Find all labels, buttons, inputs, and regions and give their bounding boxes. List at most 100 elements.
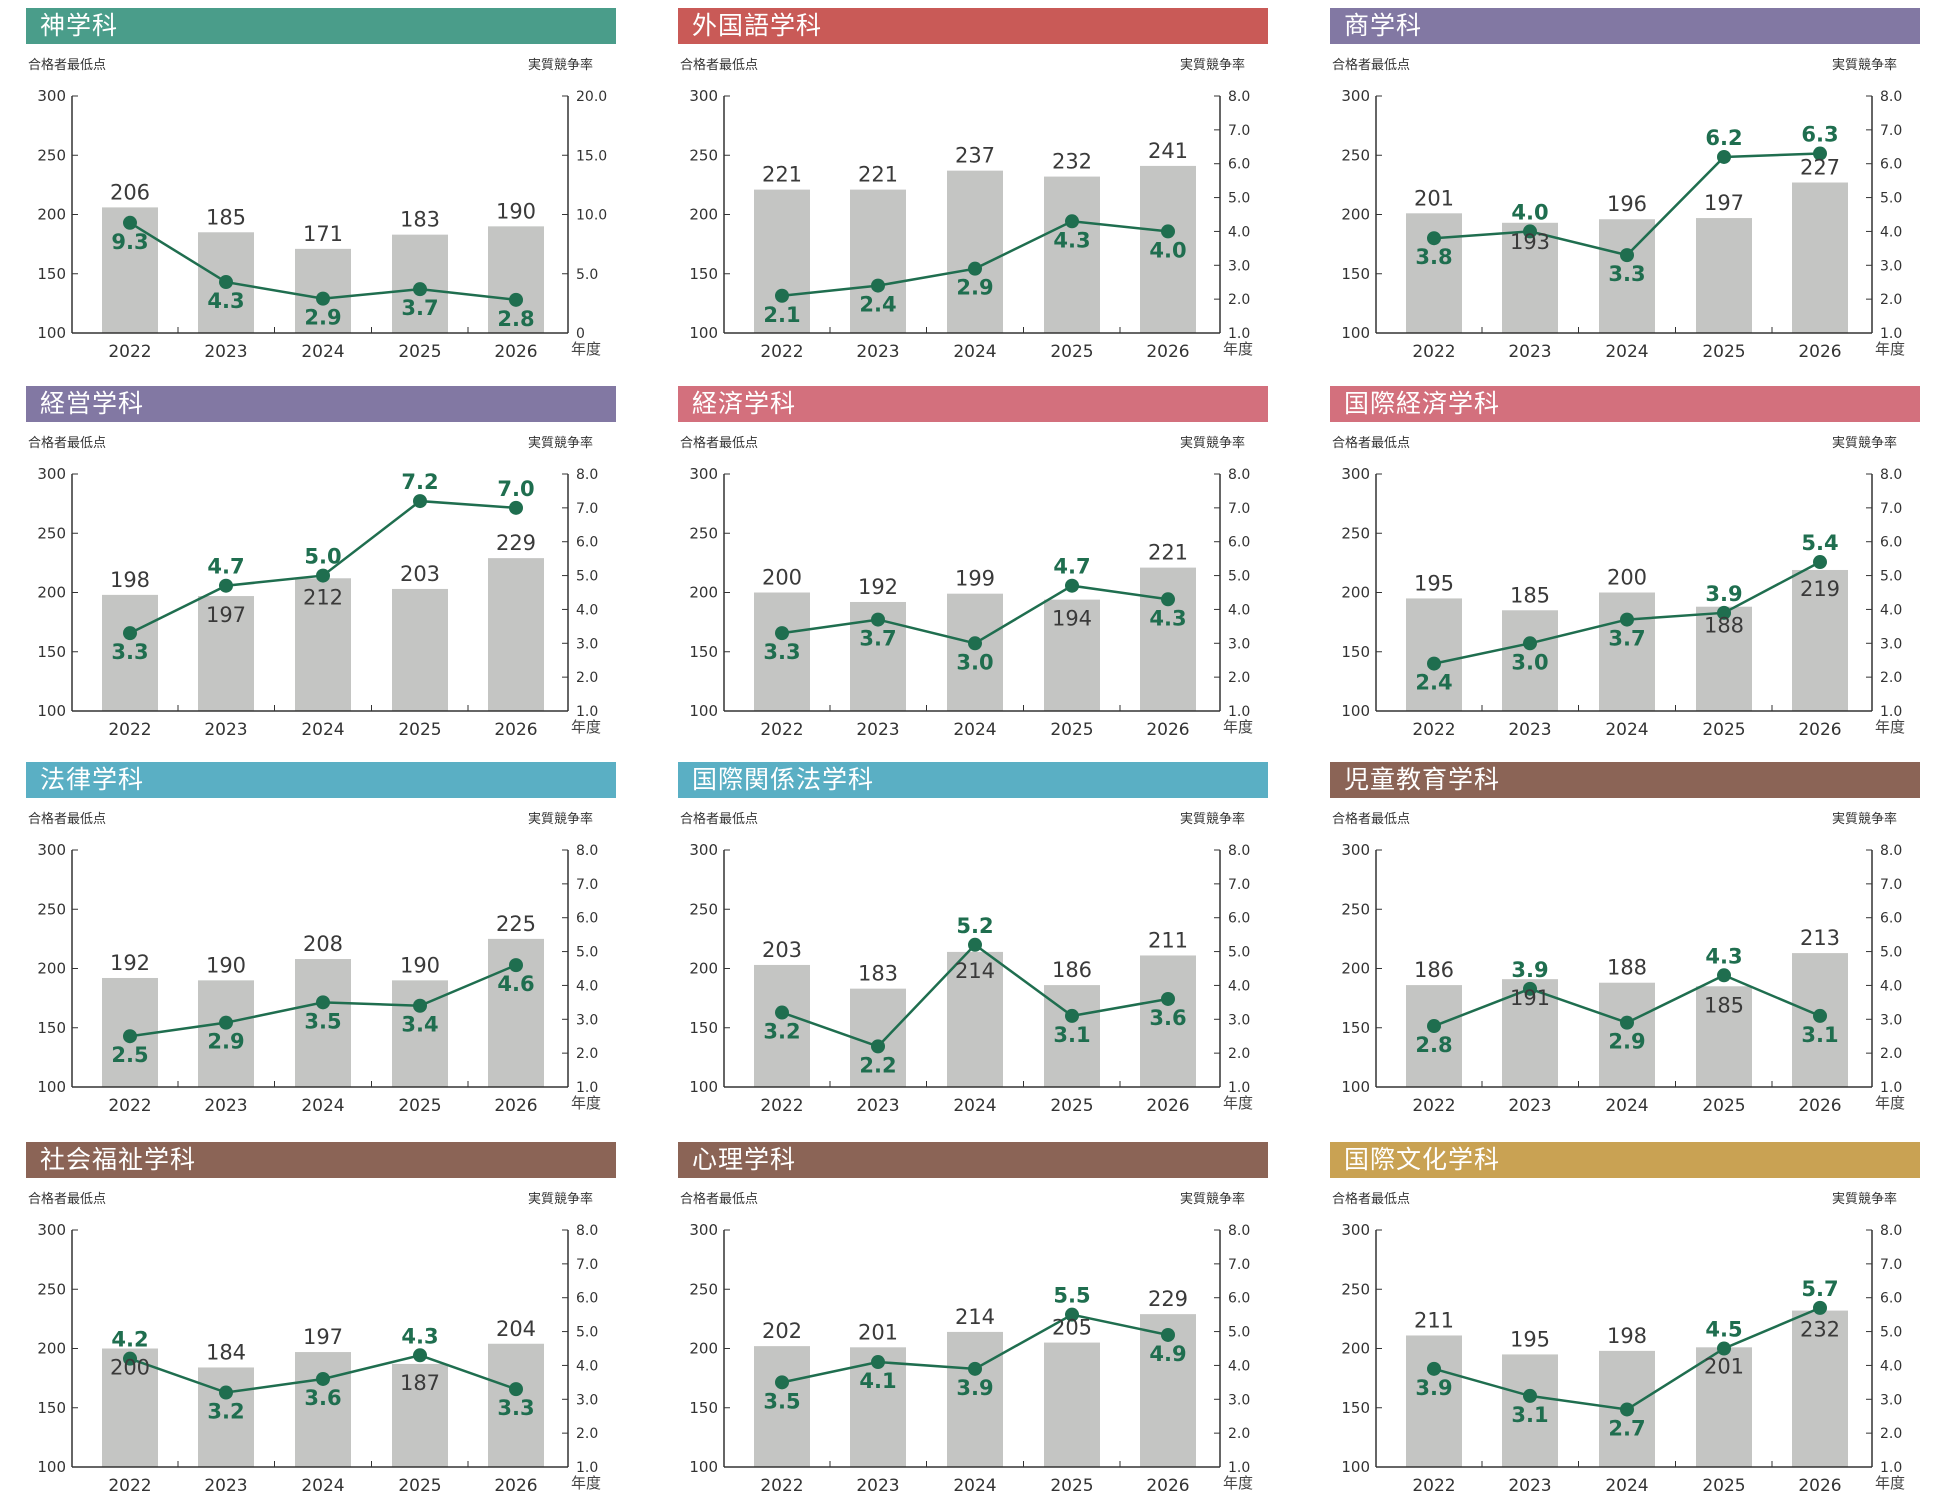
ratio-value-label: 4.7: [1053, 555, 1090, 579]
right-tick-label: 3.0: [576, 636, 598, 652]
bar-value-label: 190: [400, 953, 440, 977]
left-tick-label: 150: [37, 1019, 66, 1037]
left-tick-label: 100: [37, 1078, 66, 1096]
bar-value-label: 200: [762, 566, 802, 590]
bar-value-label: 188: [1607, 956, 1647, 980]
ratio-value-label: 3.8: [1415, 245, 1452, 269]
ratio-point: [1620, 1015, 1634, 1030]
right-tick-label: 7.0: [576, 877, 598, 893]
ratio-value-label: 3.0: [1511, 650, 1548, 674]
left-tick-label: 250: [1341, 900, 1370, 918]
x-tick-label: 2025: [398, 720, 441, 740]
ratio-value-label: 9.3: [111, 230, 148, 254]
chart-plot: 100 150 200 250 300 0 5.0 10.0 15.0 20.0 2022 2023 2…: [37, 87, 607, 362]
bar-value-label: 205: [1052, 1316, 1092, 1340]
chart-panel: 国際文化学科 合格者最低点 実質競争率 100 150 200 250 300 1.0 2.0 3.…: [1330, 1142, 1930, 1512]
right-tick-label: 1.0: [1228, 1080, 1250, 1096]
ratio-value-label: 4.3: [401, 1324, 438, 1348]
chart-title: 児童教育学科: [1344, 765, 1501, 794]
right-tick-label: 5.0: [1228, 945, 1250, 961]
bar-value-label: 186: [1052, 958, 1092, 982]
chart-panel: 法律学科 合格者最低点 実質競争率 100 150 200 250 300 1.0 2.0 3.0 4…: [26, 762, 626, 1132]
ratio-point: [1620, 248, 1634, 263]
bar-value-label: 214: [955, 959, 995, 983]
x-axis-unit: 年度: [1875, 1094, 1906, 1112]
ratio-point: [1065, 214, 1079, 229]
chart-panel: 神学科 合格者最低点 実質競争率 100 150 200 250 300 0 5.0 10.0 15.…: [26, 8, 626, 378]
right-tick-label: 4.0: [1228, 224, 1250, 240]
x-axis-unit: 年度: [571, 340, 602, 358]
ratio-value-label: 2.8: [1415, 1033, 1452, 1057]
bar: [1044, 1342, 1100, 1467]
left-tick-label: 300: [37, 87, 66, 105]
bar: [1696, 606, 1752, 711]
x-tick-label: 2026: [1146, 1096, 1189, 1116]
left-axis-label: 合格者最低点: [680, 812, 759, 827]
right-tick-label: 8.0: [576, 467, 598, 483]
right-tick-label: 8.0: [576, 843, 598, 859]
chart-panel: 経済学科 合格者最低点 実質競争率 100 150 200 250 300 1.0 2.0 3.0 4…: [678, 386, 1278, 756]
x-axis-unit: 年度: [1875, 1474, 1906, 1492]
right-tick-label: 8.0: [1880, 1223, 1902, 1239]
ratio-value-label: 3.1: [1053, 1023, 1090, 1047]
bar: [1140, 567, 1196, 711]
right-tick-label: 1.0: [1228, 704, 1250, 720]
x-tick-label: 2022: [1412, 342, 1455, 362]
bar: [1406, 985, 1462, 1087]
ratio-value-label: 4.0: [1511, 200, 1548, 224]
ratio-value-label: 6.2: [1705, 126, 1742, 150]
x-tick-label: 2025: [1702, 720, 1745, 740]
bar: [1502, 222, 1558, 333]
x-tick-label: 2022: [108, 1096, 151, 1116]
right-tick-label: 1.0: [1228, 1460, 1250, 1476]
left-tick-label: 100: [689, 1078, 718, 1096]
bar-value-label: 232: [1052, 150, 1092, 174]
right-tick-label: 3.0: [576, 1012, 598, 1028]
bar: [488, 226, 544, 333]
bar-value-label: 197: [1704, 191, 1744, 215]
right-axis-label: 実質競争率: [528, 1192, 594, 1207]
chart-title: 外国語学科: [692, 11, 823, 40]
left-axis-label: 合格者最低点: [680, 1192, 759, 1207]
right-tick-label: 4.0: [1880, 978, 1902, 994]
right-tick-label: 4.0: [1880, 224, 1902, 240]
x-tick-label: 2022: [760, 720, 803, 740]
right-tick-label: 3.0: [1880, 1392, 1902, 1408]
bar: [1140, 955, 1196, 1087]
x-tick-label: 2025: [1702, 342, 1745, 362]
bar: [947, 593, 1003, 711]
right-tick-label: 1.0: [1880, 1460, 1902, 1476]
left-tick-label: 200: [689, 1340, 718, 1358]
ratio-value-label: 7.2: [401, 470, 438, 494]
left-axis-label: 合格者最低点: [680, 436, 759, 451]
left-tick-label: 250: [37, 146, 66, 164]
ratio-value-label: 4.5: [1705, 1318, 1742, 1342]
x-tick-label: 2023: [1508, 720, 1551, 740]
ratio-point: [1813, 146, 1827, 161]
right-tick-label: 1.0: [1228, 326, 1250, 342]
x-tick-label: 2025: [1050, 1096, 1093, 1116]
bar: [1599, 219, 1655, 333]
right-tick-label: 5.0: [576, 569, 598, 585]
chart-title: 商学科: [1344, 11, 1423, 40]
right-tick-label: 3.0: [1880, 258, 1902, 274]
right-tick-label: 5.0: [1228, 1325, 1250, 1341]
ratio-value-label: 3.0: [956, 650, 993, 674]
chart-title: 神学科: [40, 11, 119, 40]
right-tick-label: 6.0: [576, 535, 598, 551]
ratio-point: [123, 626, 137, 641]
chart-panel: 心理学科 合格者最低点 実質競争率 100 150 200 250 300 1.0 2.0 3.0 4…: [678, 1142, 1278, 1512]
ratio-point: [219, 275, 233, 290]
chart-title-banner: 外国語学科: [678, 8, 1268, 44]
ratio-value-label: 4.2: [111, 1328, 148, 1352]
ratio-value-label: 2.4: [1415, 671, 1452, 695]
ratio-point: [871, 612, 885, 627]
chart-panel: 国際経済学科 合格者最低点 実質競争率 100 150 200 250 300 1.0 2.0 3.…: [1330, 386, 1930, 756]
right-tick-label: 8.0: [1228, 89, 1250, 105]
left-tick-label: 200: [689, 584, 718, 602]
bar: [1696, 1347, 1752, 1467]
left-tick-label: 150: [1341, 265, 1370, 283]
left-tick-label: 100: [37, 324, 66, 342]
right-tick-label: 7.0: [576, 1257, 598, 1273]
left-axis-label: 合格者最低点: [1332, 812, 1411, 827]
